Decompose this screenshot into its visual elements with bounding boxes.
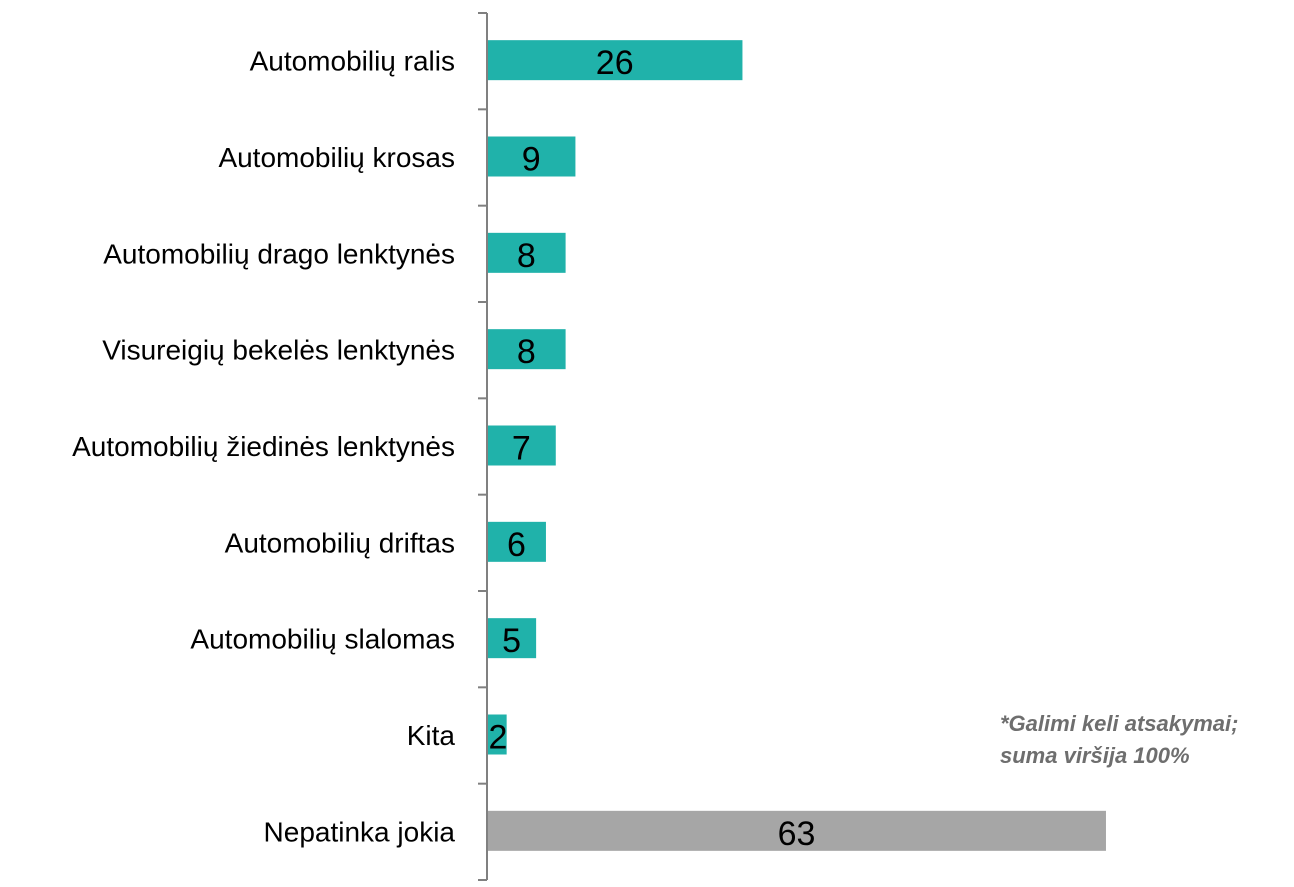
footnote-line-1: *Galimi keli atsakymai; — [1000, 711, 1239, 736]
category-label-7: Automobilių slalomas — [190, 624, 455, 655]
data-label-2: 9 — [522, 141, 541, 179]
bar-6 — [487, 521, 546, 562]
data-labels: 26 9 8 8 7 6 5 2 63 — [489, 44, 816, 853]
data-label-1: 26 — [596, 44, 634, 82]
category-label-1: Automobilių ralis — [250, 46, 455, 77]
bar-9 — [487, 810, 1106, 851]
category-label-4: Visureigių bekelės lenktynės — [102, 335, 455, 366]
category-label-8: Kita — [407, 720, 456, 751]
bars-layer — [487, 40, 1106, 851]
data-label-9: 63 — [778, 815, 816, 853]
data-label-5: 7 — [512, 430, 531, 468]
data-label-6: 6 — [507, 526, 526, 564]
data-label-3: 8 — [517, 237, 536, 275]
category-label-5: Automobilių žiedinės lenktynės — [72, 431, 455, 462]
bar-4 — [487, 329, 566, 370]
bar-7 — [487, 618, 537, 659]
footnote-line-2: suma viršija 100% — [1000, 743, 1190, 768]
category-label-9: Nepatinka jokia — [264, 816, 456, 847]
bar-2 — [487, 136, 576, 177]
data-label-4: 8 — [517, 333, 536, 371]
category-label-3: Automobilių drago lenktynės — [103, 238, 455, 269]
category-label-2: Automobilių krosas — [218, 142, 455, 173]
data-label-7: 5 — [502, 622, 521, 660]
data-label-8: 2 — [489, 719, 508, 757]
bar-8 — [487, 714, 507, 755]
category-axis — [478, 12, 488, 881]
bar-1 — [487, 40, 743, 81]
category-label-6: Automobilių driftas — [225, 527, 455, 558]
bar-5 — [487, 425, 556, 466]
footnote: *Galimi keli atsakymai; suma viršija 100… — [1000, 708, 1290, 772]
category-labels: Automobilių ralis Automobilių krosas Autom… — [72, 46, 455, 848]
bar-3 — [487, 232, 566, 273]
